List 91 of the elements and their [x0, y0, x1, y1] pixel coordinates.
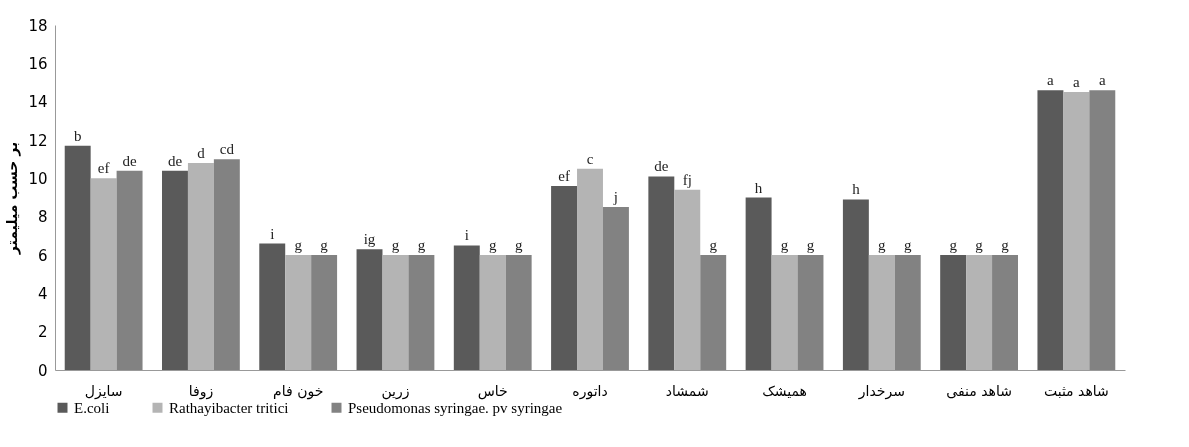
bar [259, 243, 286, 370]
data-label: fj [682, 171, 692, 188]
y-tick-label: 18 [28, 16, 48, 35]
bar [311, 255, 338, 370]
y-tick-label: 12 [28, 131, 48, 150]
bar [674, 189, 701, 370]
bar [771, 255, 798, 370]
bar [700, 255, 727, 370]
bar [453, 245, 480, 370]
legend-label: Pseudomonas syringae. pv syringae [348, 399, 563, 416]
data-label: g [514, 237, 523, 253]
data-label: de [122, 152, 137, 169]
data-label: d [197, 145, 206, 161]
data-label: g [294, 237, 303, 253]
data-label: cd [219, 141, 235, 158]
x-tick-label: زوفا [188, 382, 214, 400]
bar [64, 145, 91, 370]
data-label: g [878, 237, 887, 253]
data-label: a [1047, 72, 1055, 89]
bar [842, 199, 869, 370]
data-label: g [1001, 237, 1010, 253]
bar [285, 255, 312, 370]
bar [797, 255, 824, 370]
legend-label: Rathayibacter tritici [169, 399, 289, 416]
bar [1037, 90, 1064, 370]
data-label: b [73, 127, 82, 144]
bar [479, 255, 506, 370]
bar [356, 249, 383, 370]
x-tick-label: زرین [381, 382, 410, 400]
data-label: de [654, 158, 669, 175]
y-tick-label: 6 [37, 246, 48, 265]
y-tick-label: 10 [28, 169, 48, 188]
x-tick-label: سایزل [84, 382, 123, 400]
data-label: ef [558, 168, 570, 184]
x-tick-label: شمشاد [665, 382, 709, 399]
x-tick-label: شاهد مثبت [1043, 382, 1109, 399]
data-label: j [612, 189, 619, 206]
bar [408, 255, 435, 370]
data-label: c [586, 150, 594, 167]
bar [894, 255, 921, 370]
x-tick-label: خون فام [273, 382, 324, 400]
y-tick-label: 2 [37, 323, 48, 342]
x-tick-label: شاهد منفی [946, 382, 1012, 399]
data-label: ef [97, 160, 110, 177]
data-label: g [320, 237, 329, 253]
data-label: g [975, 237, 984, 253]
bar [648, 176, 675, 370]
y-tick-label: 0 [37, 361, 48, 380]
bar [162, 170, 188, 370]
data-label: g [417, 237, 426, 253]
bar [187, 163, 214, 370]
bar [966, 255, 993, 370]
bar [602, 207, 629, 370]
data-label: g [780, 237, 789, 253]
data-label: i [464, 227, 469, 244]
bar [213, 159, 240, 370]
x-tick-label: همیشک [762, 382, 807, 399]
x-tick-label: داتوره [572, 382, 608, 400]
data-label: g [709, 237, 718, 253]
bar [116, 170, 143, 370]
legend-label: E.coli [74, 399, 110, 416]
data-label: de [167, 152, 183, 169]
bar [382, 255, 409, 370]
bar [992, 255, 1018, 370]
data-label: g [488, 237, 497, 253]
y-axis-title: بر حسب میلیمتر [4, 141, 22, 256]
data-label: h [852, 181, 861, 198]
bar [505, 255, 532, 370]
bar [745, 197, 772, 370]
bar [551, 186, 578, 370]
data-label: g [904, 237, 913, 253]
bar [577, 168, 603, 370]
data-label: a [1073, 74, 1081, 91]
y-tick-label: 4 [37, 284, 48, 303]
data-label: a [1098, 72, 1106, 89]
data-label: g [806, 237, 815, 253]
y-tick-label: 14 [28, 93, 48, 112]
y-tick-label: 8 [37, 208, 48, 227]
bar [940, 255, 967, 370]
data-label: ig [363, 231, 376, 248]
y-tick-label: 16 [28, 54, 48, 73]
data-label: g [949, 237, 958, 253]
bar [1089, 90, 1116, 370]
data-label: h [754, 179, 763, 196]
x-tick-label: خاس [477, 382, 508, 400]
data-label: i [270, 225, 275, 242]
x-tick-label: سرخدار [857, 382, 905, 400]
bar [1063, 92, 1090, 370]
data-label: g [391, 237, 400, 253]
bar [868, 255, 895, 370]
bar [90, 178, 117, 370]
